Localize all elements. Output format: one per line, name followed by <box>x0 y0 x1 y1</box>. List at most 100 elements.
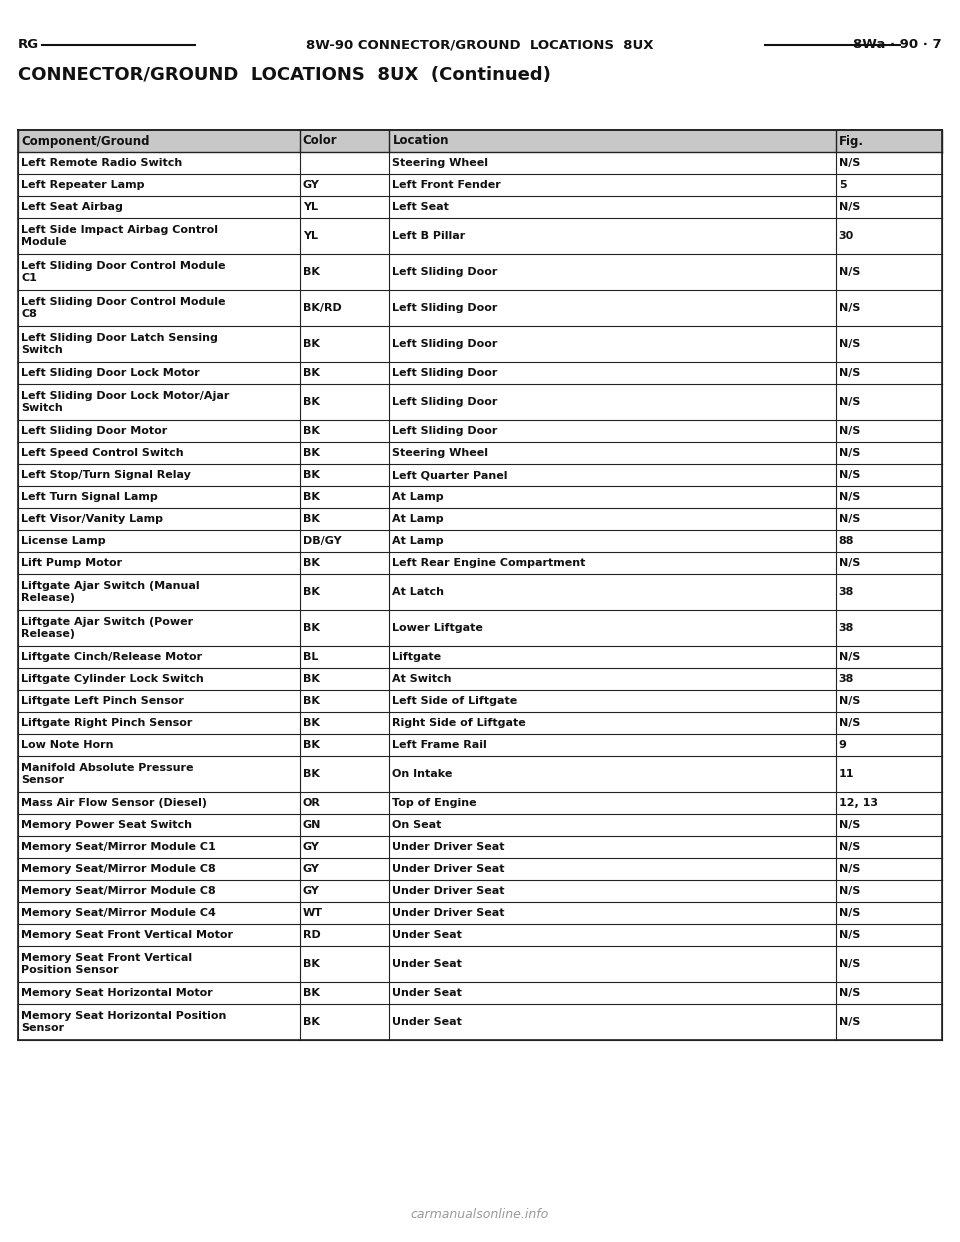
Bar <box>18 792 942 814</box>
Text: Left Rear Engine Compartment: Left Rear Engine Compartment <box>393 558 586 568</box>
Bar <box>18 384 942 420</box>
Text: BK: BK <box>302 426 320 436</box>
Text: N/S: N/S <box>839 448 860 458</box>
Text: Left Sliding Door: Left Sliding Door <box>393 397 498 407</box>
Text: Left Sliding Door: Left Sliding Door <box>393 368 498 378</box>
Text: N/S: N/S <box>839 469 860 479</box>
Text: Left Sliding Door Latch Sensing: Left Sliding Door Latch Sensing <box>21 333 218 343</box>
Bar <box>18 610 942 646</box>
Text: Memory Seat/Mirror Module C8: Memory Seat/Mirror Module C8 <box>21 864 216 874</box>
Text: Left Quarter Panel: Left Quarter Panel <box>393 469 508 479</box>
Text: GN: GN <box>302 820 322 830</box>
Bar <box>18 361 942 384</box>
Text: N/S: N/S <box>839 820 860 830</box>
Text: Left Seat: Left Seat <box>393 202 449 212</box>
Bar <box>18 486 942 508</box>
Text: 5: 5 <box>839 180 847 190</box>
Text: N/S: N/S <box>839 842 860 852</box>
Text: N/S: N/S <box>839 908 860 918</box>
Text: N/S: N/S <box>839 930 860 940</box>
Text: 11: 11 <box>839 769 854 779</box>
Text: 30: 30 <box>839 231 854 241</box>
Text: N/S: N/S <box>839 267 860 277</box>
Text: On Seat: On Seat <box>393 820 442 830</box>
Text: Left Side of Liftgate: Left Side of Liftgate <box>393 696 517 705</box>
Text: Liftgate Ajar Switch (Manual: Liftgate Ajar Switch (Manual <box>21 581 200 591</box>
Text: Left Visor/Vanity Lamp: Left Visor/Vanity Lamp <box>21 514 163 524</box>
Text: Liftgate Right Pinch Sensor: Liftgate Right Pinch Sensor <box>21 718 192 728</box>
Text: BK: BK <box>302 587 320 597</box>
Text: Memory Seat/Mirror Module C1: Memory Seat/Mirror Module C1 <box>21 842 216 852</box>
Text: Left Sliding Door Lock Motor/Ajar: Left Sliding Door Lock Motor/Ajar <box>21 391 229 401</box>
Text: BK: BK <box>302 448 320 458</box>
Text: Memory Seat Horizontal Position: Memory Seat Horizontal Position <box>21 1011 227 1021</box>
Text: Right Side of Liftgate: Right Side of Liftgate <box>393 718 526 728</box>
Text: Sensor: Sensor <box>21 775 64 785</box>
Text: DB/GY: DB/GY <box>302 537 342 546</box>
Text: BK: BK <box>302 267 320 277</box>
Text: Liftgate Ajar Switch (Power: Liftgate Ajar Switch (Power <box>21 617 193 627</box>
Text: N/S: N/S <box>839 303 860 313</box>
Text: At Latch: At Latch <box>393 587 444 597</box>
Text: Low Note Horn: Low Note Horn <box>21 740 113 750</box>
Text: BK: BK <box>302 959 320 969</box>
Text: Left Repeater Lamp: Left Repeater Lamp <box>21 180 145 190</box>
Bar <box>18 1004 942 1040</box>
Text: Under Seat: Under Seat <box>393 959 463 969</box>
Text: Memory Seat Front Vertical Motor: Memory Seat Front Vertical Motor <box>21 930 233 940</box>
Bar <box>18 551 942 574</box>
Bar <box>18 420 942 442</box>
Text: Left Sliding Door Motor: Left Sliding Door Motor <box>21 426 167 436</box>
Text: CONNECTOR/GROUND  LOCATIONS  8UX  (Continued): CONNECTOR/GROUND LOCATIONS 8UX (Continue… <box>18 66 551 84</box>
Text: carmanualsonline.info: carmanualsonline.info <box>411 1208 549 1221</box>
Text: Left Turn Signal Lamp: Left Turn Signal Lamp <box>21 492 157 502</box>
Text: Under Driver Seat: Under Driver Seat <box>393 864 505 874</box>
Bar <box>18 836 942 858</box>
Text: N/S: N/S <box>839 718 860 728</box>
Bar <box>18 196 942 219</box>
Text: Manifold Absolute Pressure: Manifold Absolute Pressure <box>21 763 194 773</box>
Text: Release): Release) <box>21 628 75 638</box>
Text: Switch: Switch <box>21 345 62 355</box>
Text: 38: 38 <box>839 587 854 597</box>
Bar <box>18 465 942 486</box>
Text: Under Seat: Under Seat <box>393 1017 463 1027</box>
Text: RG: RG <box>18 39 39 51</box>
Text: GY: GY <box>302 864 320 874</box>
Text: BK: BK <box>302 740 320 750</box>
Bar <box>18 734 942 756</box>
Text: Under Seat: Under Seat <box>393 987 463 999</box>
Bar <box>18 219 942 255</box>
Text: Component/Ground: Component/Ground <box>21 134 150 148</box>
Bar <box>18 646 942 668</box>
Text: At Switch: At Switch <box>393 674 452 684</box>
Text: At Lamp: At Lamp <box>393 537 444 546</box>
Bar <box>18 756 942 792</box>
Text: Switch: Switch <box>21 402 62 414</box>
Text: Position Sensor: Position Sensor <box>21 965 119 975</box>
Text: N/S: N/S <box>839 368 860 378</box>
Text: N/S: N/S <box>839 158 860 168</box>
Text: Liftgate Cylinder Lock Switch: Liftgate Cylinder Lock Switch <box>21 674 204 684</box>
Text: Memory Seat Front Vertical: Memory Seat Front Vertical <box>21 953 192 963</box>
Text: N/S: N/S <box>839 426 860 436</box>
Text: Left Stop/Turn Signal Relay: Left Stop/Turn Signal Relay <box>21 469 191 479</box>
Text: Left Seat Airbag: Left Seat Airbag <box>21 202 123 212</box>
Text: Lift Pump Motor: Lift Pump Motor <box>21 558 122 568</box>
Bar <box>18 508 942 530</box>
Text: OR: OR <box>302 799 321 809</box>
Text: Color: Color <box>302 134 338 148</box>
Bar <box>18 946 942 982</box>
Text: Under Driver Seat: Under Driver Seat <box>393 908 505 918</box>
Text: Lower Liftgate: Lower Liftgate <box>393 623 483 633</box>
Text: GY: GY <box>302 886 320 895</box>
Bar <box>18 255 942 289</box>
Text: BK: BK <box>302 718 320 728</box>
Text: N/S: N/S <box>839 959 860 969</box>
Text: N/S: N/S <box>839 696 860 705</box>
Text: N/S: N/S <box>839 202 860 212</box>
Text: 38: 38 <box>839 623 854 633</box>
Bar <box>18 712 942 734</box>
Text: Steering Wheel: Steering Wheel <box>393 158 489 168</box>
Bar <box>18 574 942 610</box>
